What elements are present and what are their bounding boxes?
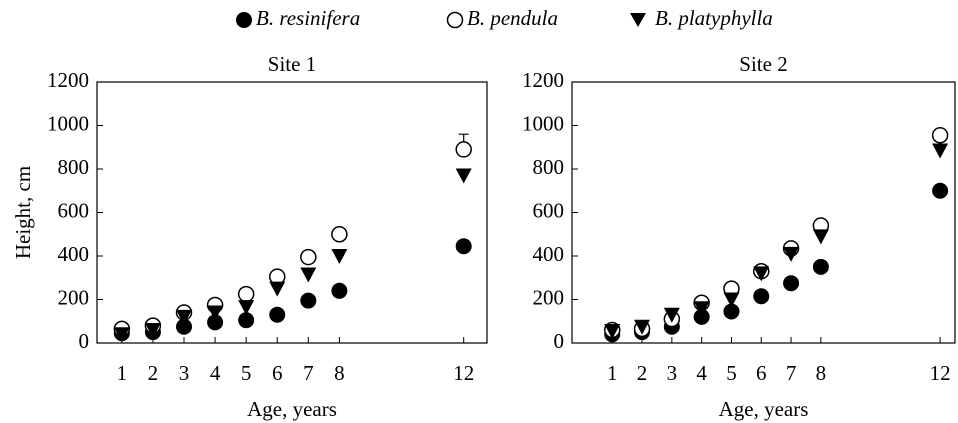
- x-tick-label: 5: [726, 361, 737, 385]
- legend-marker: [630, 13, 646, 27]
- point: [455, 168, 472, 184]
- point: [176, 309, 193, 325]
- x-tick-label: 4: [696, 361, 707, 385]
- point: [331, 249, 348, 264]
- point: [269, 281, 286, 297]
- point: [753, 266, 770, 282]
- point: [455, 238, 472, 255]
- y-tick-label: 600: [533, 198, 565, 222]
- point: [723, 303, 740, 320]
- x-axis-label: Age, years: [247, 397, 337, 421]
- x-tick-label: 4: [210, 361, 221, 385]
- y-tick-label: 200: [533, 285, 565, 309]
- y-tick-label: 800: [533, 155, 565, 179]
- legend-label: B. pendula: [467, 6, 558, 30]
- point: [237, 285, 255, 303]
- legend-label: B. resinifera: [256, 6, 360, 30]
- point: [300, 248, 317, 266]
- point: [604, 324, 621, 340]
- legend-marker: [236, 12, 252, 28]
- y-axis-label: Height, cm: [11, 166, 35, 259]
- point: [331, 226, 348, 243]
- chart-title: Site 1: [268, 52, 316, 76]
- point: [693, 301, 710, 317]
- x-tick-label: 8: [334, 361, 345, 385]
- point: [812, 258, 829, 275]
- point: [812, 229, 829, 245]
- point: [783, 275, 800, 292]
- y-tick-label: 1000: [47, 111, 89, 135]
- x-tick-label: 2: [637, 361, 648, 385]
- x-tick-label: 1: [117, 361, 128, 385]
- y-tick-label: 1200: [47, 68, 89, 92]
- plot-frame: [96, 81, 488, 344]
- point: [331, 282, 348, 299]
- x-tick-label: 3: [179, 361, 190, 385]
- point: [634, 319, 651, 335]
- x-tick-label: 6: [272, 361, 283, 385]
- point: [455, 141, 472, 158]
- y-tick-label: 200: [58, 285, 90, 309]
- point: [753, 288, 770, 305]
- point: [238, 300, 255, 316]
- y-tick-label: 0: [79, 329, 90, 353]
- y-tick-label: 0: [554, 329, 565, 353]
- x-tick-label: 7: [303, 361, 314, 385]
- y-tick-label: 400: [58, 242, 90, 266]
- point: [932, 143, 949, 159]
- point: [783, 246, 800, 262]
- x-tick-label: 12: [930, 361, 951, 385]
- point: [300, 267, 317, 283]
- point: [693, 308, 710, 325]
- x-tick-label: 1: [607, 361, 618, 385]
- y-tick-label: 1200: [522, 68, 564, 92]
- point: [931, 127, 949, 144]
- point: [300, 292, 317, 309]
- point: [176, 318, 193, 335]
- point: [663, 307, 680, 323]
- x-tick-label: 5: [241, 361, 252, 385]
- x-tick-label: 12: [453, 361, 474, 385]
- y-tick-label: 1000: [522, 111, 564, 135]
- legend-marker: [446, 11, 464, 29]
- point: [932, 182, 949, 199]
- x-axis-label: Age, years: [719, 397, 809, 421]
- point: [723, 292, 740, 308]
- x-tick-label: 2: [148, 361, 159, 385]
- point: [269, 306, 286, 323]
- x-tick-label: 8: [816, 361, 827, 385]
- x-tick-label: 6: [756, 361, 767, 385]
- y-tick-label: 400: [533, 242, 565, 266]
- x-tick-label: 7: [786, 361, 797, 385]
- chart-title: Site 2: [739, 52, 787, 76]
- x-tick-label: 3: [667, 361, 678, 385]
- y-tick-label: 800: [58, 155, 90, 179]
- point: [207, 314, 224, 331]
- point: [238, 312, 255, 329]
- point: [144, 322, 161, 338]
- legend-label: B. platyphylla: [655, 6, 773, 30]
- y-tick-label: 600: [58, 198, 90, 222]
- point: [207, 305, 224, 321]
- point: [113, 327, 130, 343]
